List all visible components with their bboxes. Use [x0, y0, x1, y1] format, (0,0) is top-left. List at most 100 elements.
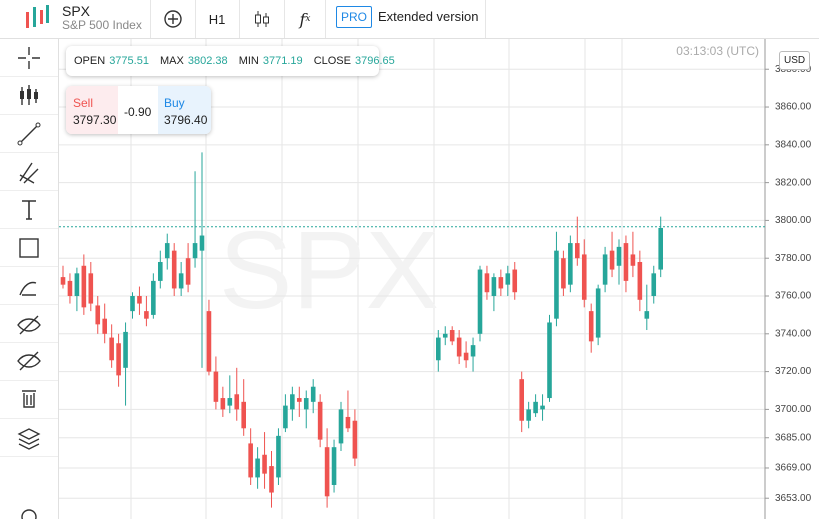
candle-body	[234, 394, 240, 410]
interval-button[interactable]: H1	[195, 0, 240, 38]
candle-body	[338, 409, 344, 444]
candle-body	[290, 394, 295, 410]
candle-body	[581, 254, 587, 300]
candle-body	[616, 246, 622, 266]
candle-body	[505, 273, 511, 285]
candle-body	[609, 250, 615, 270]
candle-body	[436, 337, 441, 361]
candle-body	[158, 261, 163, 281]
y-tick-label: 3860.00	[775, 102, 812, 113]
candles-tool[interactable]	[0, 77, 58, 115]
candle-body	[651, 273, 657, 297]
candle-body	[317, 401, 323, 440]
left-toolbar	[0, 39, 59, 524]
candle-body	[297, 398, 302, 402]
candle-body	[519, 379, 524, 421]
candle-body	[81, 265, 87, 308]
extended-link[interactable]: Extended version	[378, 9, 479, 24]
candle-body	[255, 458, 260, 478]
candle-body	[484, 273, 490, 293]
text-tool[interactable]	[0, 191, 58, 229]
candle-body	[269, 466, 274, 493]
shape-tool[interactable]	[0, 229, 58, 267]
candle-body	[352, 420, 358, 459]
candle-body	[533, 401, 538, 414]
candle-body	[623, 243, 629, 281]
sell-button[interactable]: Sell 3797.30	[66, 86, 118, 134]
line-tool[interactable]	[0, 115, 58, 153]
layers-tool[interactable]	[0, 419, 58, 457]
candle-body	[220, 398, 226, 410]
candle-body	[144, 311, 149, 319]
candle-body	[109, 337, 114, 361]
candle-body	[95, 305, 101, 325]
candle-body	[345, 416, 351, 429]
candle-body	[554, 250, 559, 319]
candle-body	[60, 277, 66, 285]
candle-body	[74, 273, 80, 297]
candle-body	[241, 401, 246, 429]
hide-numbers-tool[interactable]	[0, 343, 58, 381]
label: MIN	[238, 55, 259, 67]
y-tick-label: 3700.00	[775, 404, 812, 415]
value: 3775.51	[109, 55, 149, 67]
buy-button[interactable]: Buy 3796.40	[158, 86, 211, 134]
candle-body	[310, 386, 316, 402]
candle-body	[164, 243, 170, 259]
value: 3796.65	[354, 55, 395, 67]
candle-body	[102, 318, 107, 334]
candle-body	[540, 405, 545, 410]
candle-body	[248, 443, 253, 478]
candle-body	[227, 398, 233, 406]
candle-body	[185, 258, 191, 285]
candle-body	[151, 280, 156, 315]
candle-body	[637, 261, 643, 300]
watermark: SPX	[219, 209, 439, 332]
y-tick-label: 3780.00	[775, 253, 812, 264]
y-tick-label: 3760.00	[775, 291, 812, 302]
crosshair-tool[interactable]	[0, 39, 58, 77]
add-button[interactable]	[150, 0, 196, 38]
more-tool[interactable]	[0, 457, 58, 524]
y-tick-label: 3820.00	[775, 177, 812, 188]
logo	[26, 5, 49, 28]
label: MAX	[160, 55, 184, 67]
y-tick-label: 3800.00	[775, 215, 812, 226]
candle-body	[199, 235, 205, 251]
candle-body	[283, 405, 288, 429]
candle-body	[630, 254, 636, 266]
pro-badge[interactable]: PRO	[336, 6, 373, 28]
candle-body	[449, 330, 455, 342]
brush-tool[interactable]	[0, 267, 58, 305]
y-tick-label: 3685.00	[775, 432, 812, 443]
candle-body	[658, 227, 663, 270]
fork-tool[interactable]	[0, 153, 58, 191]
candle-body	[644, 311, 650, 319]
candle-body	[547, 322, 552, 399]
currency[interactable]: USD	[779, 51, 811, 70]
chart-type-button[interactable]	[240, 0, 285, 38]
clock: 03:13:03 (UTC)	[676, 44, 759, 58]
candle-body	[512, 269, 518, 293]
candle-body	[276, 435, 281, 478]
hide-tool[interactable]	[0, 305, 58, 343]
delete-tool[interactable]	[0, 381, 58, 419]
buy-label: Buy	[164, 96, 185, 110]
candle-body	[213, 371, 219, 402]
candle-body	[463, 352, 469, 361]
candle-body	[130, 296, 135, 312]
candle-body	[178, 273, 184, 289]
candle-body	[331, 447, 337, 485]
value: 3771.19	[262, 55, 303, 67]
candle-body	[498, 277, 504, 289]
candle-body	[192, 243, 198, 259]
candle-body	[561, 258, 566, 289]
candle-body	[491, 277, 497, 297]
candle-body	[137, 296, 142, 304]
buy-price: 3796.40	[164, 113, 208, 127]
label: CLOSE	[313, 55, 351, 67]
candle-body	[324, 447, 330, 497]
candle-body	[470, 345, 476, 357]
